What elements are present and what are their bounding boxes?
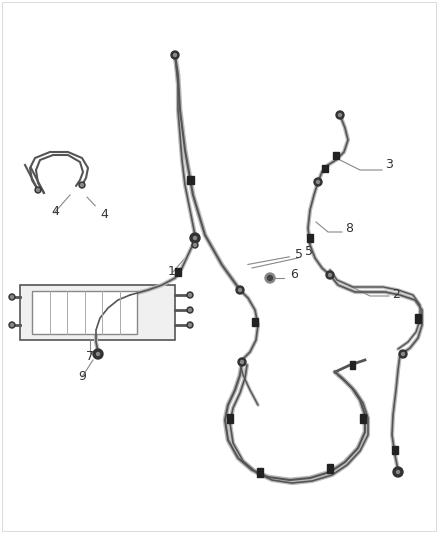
Text: 5: 5 <box>248 248 303 264</box>
Text: 8: 8 <box>345 222 353 235</box>
Bar <box>415 313 421 322</box>
Circle shape <box>35 187 41 193</box>
Circle shape <box>9 322 15 328</box>
Circle shape <box>265 273 275 283</box>
Circle shape <box>187 322 193 328</box>
Bar <box>187 176 194 184</box>
Text: 7: 7 <box>86 350 94 363</box>
Circle shape <box>399 350 407 358</box>
Bar <box>257 467 263 477</box>
Circle shape <box>396 471 399 473</box>
Text: 9: 9 <box>78 370 86 383</box>
Circle shape <box>328 273 332 277</box>
Bar <box>307 234 313 242</box>
Bar <box>32 291 137 334</box>
Circle shape <box>194 244 197 246</box>
Circle shape <box>239 288 241 292</box>
Circle shape <box>194 237 197 239</box>
Circle shape <box>81 183 84 187</box>
Circle shape <box>96 352 99 356</box>
Text: 4: 4 <box>51 205 59 218</box>
Circle shape <box>188 324 191 327</box>
Bar <box>227 414 233 423</box>
Bar <box>252 318 258 326</box>
Bar <box>333 151 339 158</box>
Text: 4: 4 <box>87 197 108 222</box>
Circle shape <box>314 178 322 186</box>
Circle shape <box>187 307 193 313</box>
Circle shape <box>240 360 244 364</box>
Circle shape <box>326 271 334 279</box>
Circle shape <box>339 114 342 117</box>
Circle shape <box>402 352 405 356</box>
Circle shape <box>236 286 244 294</box>
Circle shape <box>93 349 103 359</box>
Bar <box>322 165 328 172</box>
Circle shape <box>238 358 246 366</box>
Text: 3: 3 <box>385 158 393 171</box>
Text: 2: 2 <box>392 288 400 301</box>
Bar <box>360 414 366 423</box>
Circle shape <box>79 182 85 188</box>
Text: 6: 6 <box>290 268 298 281</box>
Circle shape <box>36 189 39 191</box>
Circle shape <box>190 233 200 243</box>
Circle shape <box>188 309 191 311</box>
Circle shape <box>317 181 319 183</box>
Circle shape <box>268 276 272 280</box>
Circle shape <box>188 294 191 296</box>
Circle shape <box>11 295 14 298</box>
Bar <box>392 446 398 454</box>
Text: 1: 1 <box>168 265 176 278</box>
Circle shape <box>336 111 344 119</box>
Bar <box>175 268 181 276</box>
Circle shape <box>171 51 179 59</box>
Circle shape <box>187 292 193 298</box>
Bar <box>350 361 354 369</box>
Circle shape <box>11 324 14 327</box>
Circle shape <box>393 467 403 477</box>
Bar <box>327 464 333 472</box>
Bar <box>20 285 175 340</box>
Circle shape <box>9 294 15 300</box>
Circle shape <box>173 53 177 56</box>
Circle shape <box>192 242 198 248</box>
Text: 5: 5 <box>305 245 313 258</box>
